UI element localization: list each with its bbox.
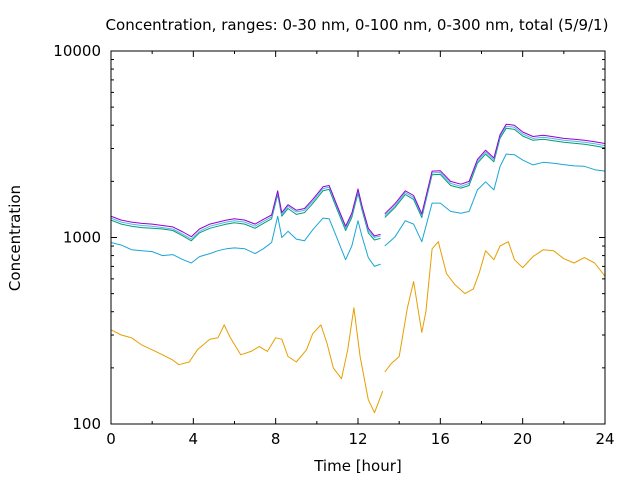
series-2-line-segment-1	[111, 215, 381, 267]
x-tick-label: 0	[106, 430, 116, 448]
series-1-line-segment-1	[111, 307, 384, 414]
series-3-line-segment-2	[384, 127, 605, 218]
x-tick-label: 4	[189, 430, 199, 448]
chart-title: Concentration, ranges: 0-30 nm, 0-100 nm…	[106, 16, 609, 34]
series-4-line-segment-2	[384, 125, 605, 217]
series-2-line-segment-2	[384, 153, 605, 247]
series-5-line-segment-2	[384, 123, 605, 215]
y-tick-label: 1000	[63, 229, 101, 247]
x-axis-label: Time [hour]	[313, 457, 402, 475]
series-1-line-segment-2	[384, 241, 605, 373]
x-tick-label: 20	[513, 430, 532, 448]
series-4-line-segment-1	[111, 186, 381, 240]
x-tick-label: 16	[431, 430, 450, 448]
y-tick-label: 10000	[53, 42, 101, 60]
series-5-line-segment-1	[111, 185, 381, 238]
y-axis-label: Concentration	[6, 185, 24, 291]
tick-layer: 0 4 8 12 16 20 24 100 1000 10000	[53, 42, 614, 448]
x-tick-label: 12	[348, 430, 367, 448]
x-tick-label: 24	[595, 430, 614, 448]
x-tick-label: 8	[271, 430, 281, 448]
series-3-line-segment-1	[111, 188, 381, 242]
series-layer	[111, 123, 605, 414]
y-tick-label: 100	[72, 415, 101, 433]
